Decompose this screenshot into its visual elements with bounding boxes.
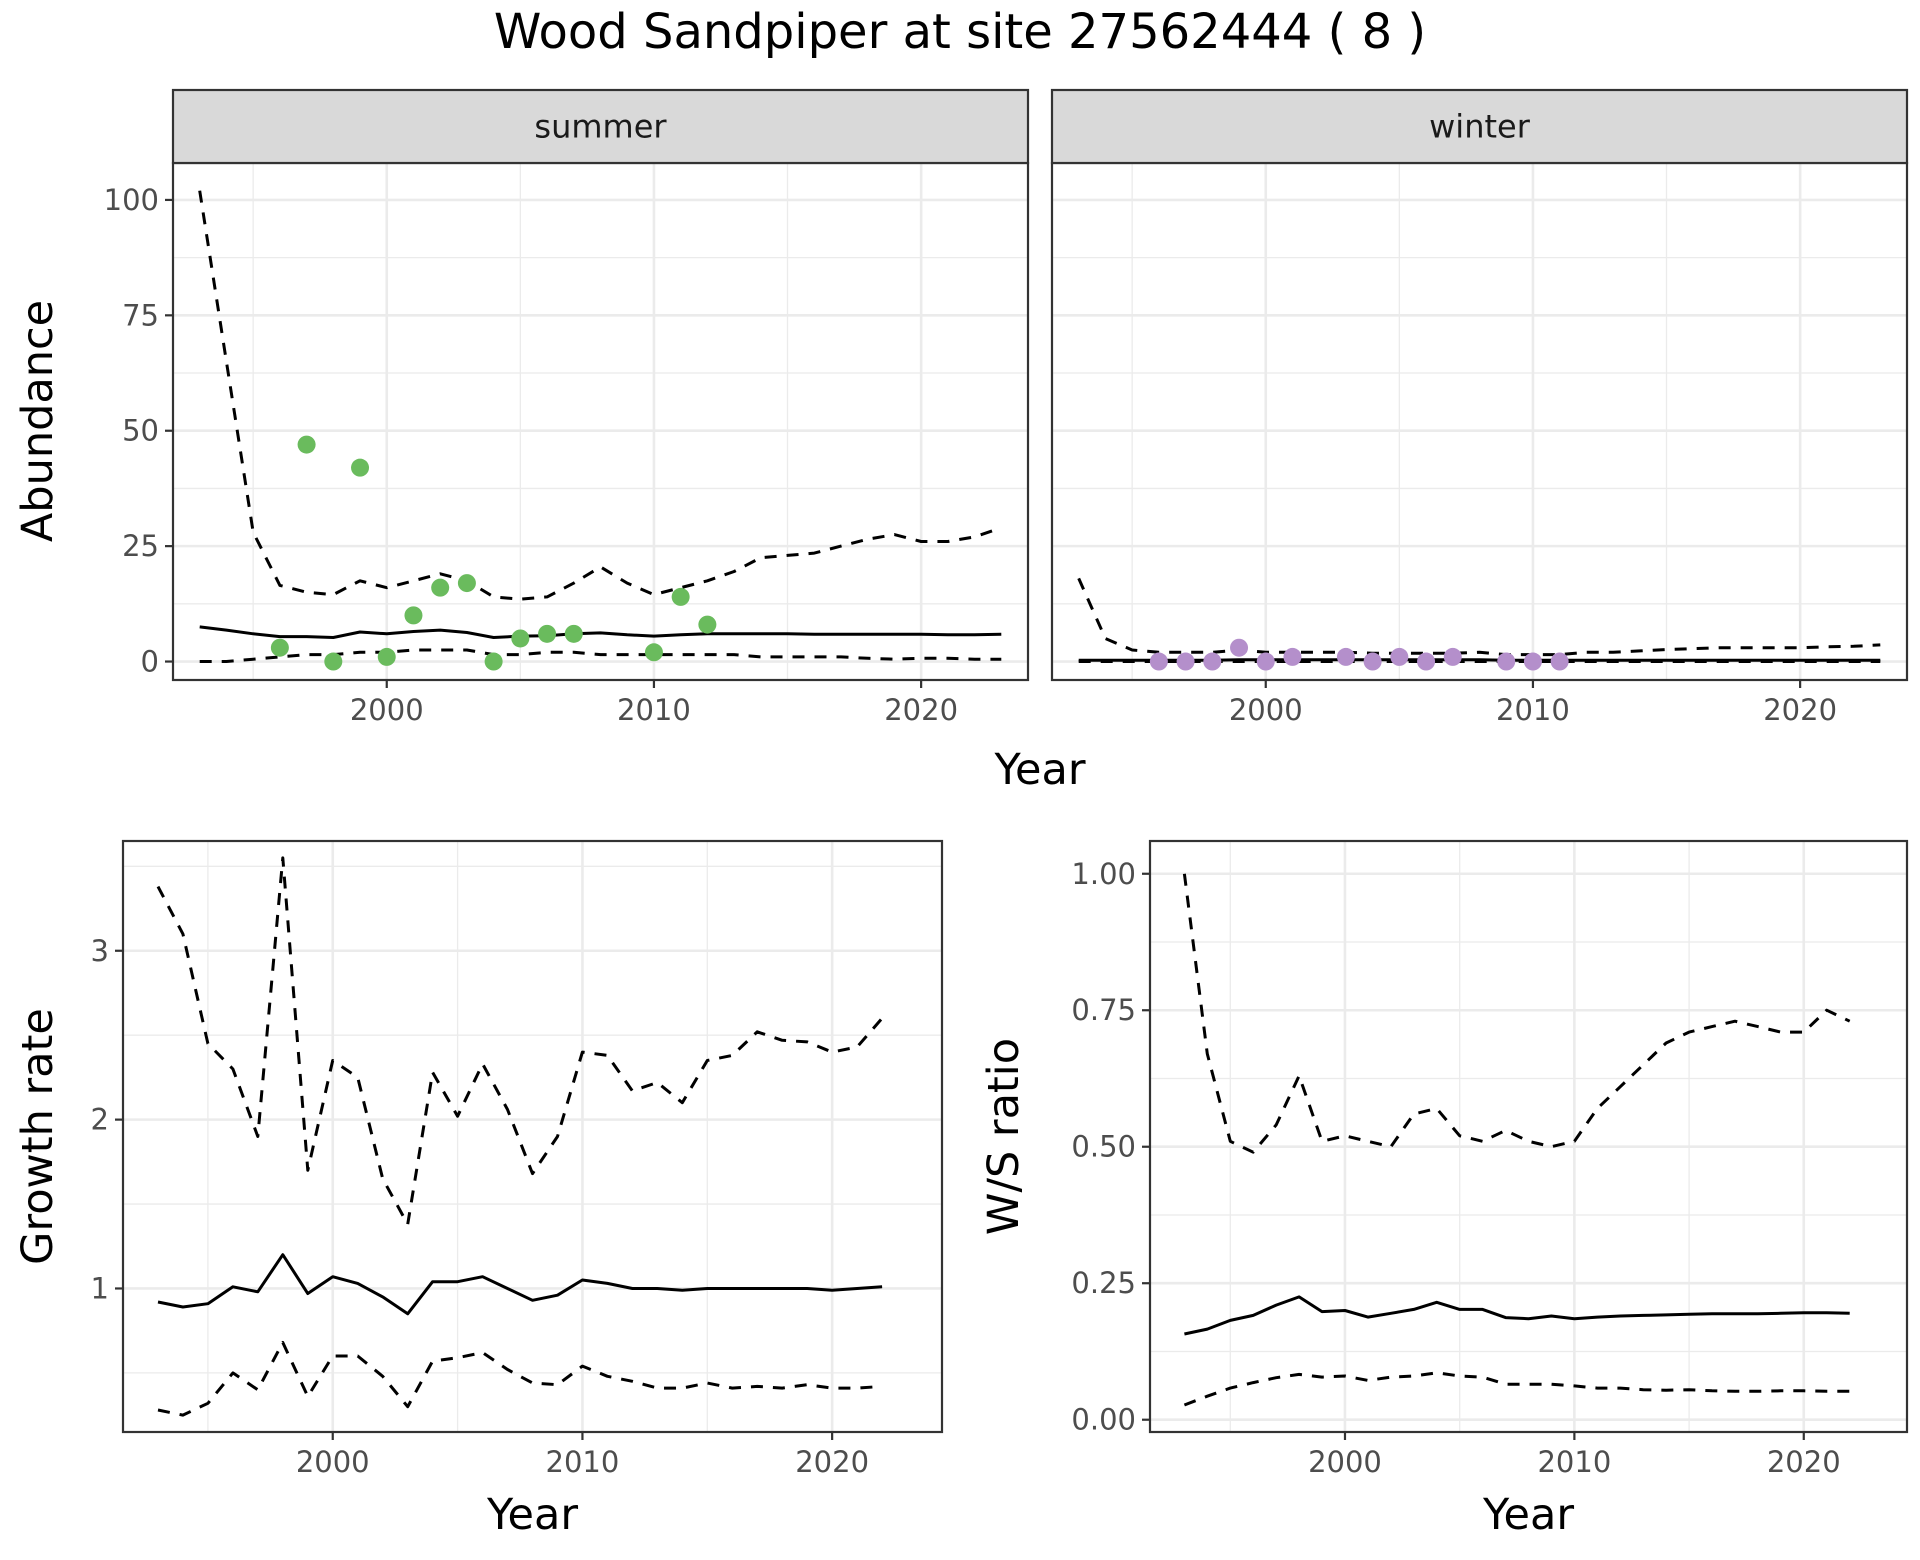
data-point (1230, 638, 1249, 657)
x-tick-label: 2000 (296, 1445, 370, 1479)
panel-winter: winter 2000 2010 2020 (1050, 88, 1909, 727)
series-line-lower-bound (157, 1341, 883, 1417)
x-tick-label: 2010 (1537, 1445, 1611, 1479)
x-tick-label: 2010 (1496, 693, 1570, 727)
y-tick-label: 75 (122, 298, 159, 332)
data-point (1149, 652, 1168, 671)
panel-border (121, 839, 944, 1434)
top-y-axis-title: Abundance (13, 300, 63, 542)
panel-ws-ratio: 2000 2010 2020 0.00 0.25 0.50 0.75 1.00 Year W/S … (979, 839, 1909, 1540)
series-line-upper-bound (156, 856, 884, 1226)
data-point (484, 652, 503, 671)
series-line-upper-bound (1182, 873, 1851, 1154)
grid (1150, 841, 1907, 1432)
data-point (538, 624, 557, 643)
figure-title: Wood Sandpiper at site 27562444 ( 8 ) (494, 4, 1426, 60)
data-point (404, 606, 423, 625)
series-line-lower-bound (1183, 1371, 1850, 1407)
y-axis-title: Growth rate (13, 1008, 63, 1265)
data-point (1417, 652, 1436, 671)
data-point (270, 638, 289, 657)
facet-strip (171, 88, 1030, 165)
x-tick-label: 2020 (1763, 693, 1837, 727)
y-tick-label: 0.50 (1071, 1130, 1136, 1164)
data-point (457, 574, 476, 593)
y-tick-label: 0.25 (1071, 1266, 1136, 1300)
top-x-axis-title: Year (993, 745, 1085, 795)
data-point (1203, 652, 1222, 671)
data-point (1550, 652, 1569, 671)
data-point (1336, 647, 1355, 666)
y-tick-label: 25 (122, 529, 159, 563)
panel-growth-rate: 2000 2010 2020 1 2 3 Year Growth rate (13, 839, 944, 1540)
x-tick-label: 2000 (1308, 1445, 1382, 1479)
series-line-estimate (199, 625, 1002, 639)
x-tick-label: 2020 (884, 693, 958, 727)
x-axis-title: Year (1482, 1490, 1574, 1540)
data-point (1363, 652, 1382, 671)
x-tick-label: 2020 (795, 1445, 869, 1479)
data-point (351, 458, 370, 477)
y-axis-title: W/S ratio (979, 1038, 1029, 1235)
facet-strip-label: winter (1429, 108, 1531, 146)
plot-background (1150, 841, 1907, 1432)
y-tick-label: 50 (122, 414, 159, 448)
x-tick-label: 2010 (617, 693, 691, 727)
data-point (324, 652, 343, 671)
facet-strip (1050, 88, 1909, 165)
grid (173, 163, 1028, 680)
data-point (377, 647, 396, 666)
plot-background (123, 841, 942, 1432)
data-point (1523, 652, 1542, 671)
y-tick-label: 0 (141, 645, 159, 679)
panel-border (1148, 839, 1909, 1434)
y-tick-label: 100 (104, 183, 159, 217)
series-line-estimate (157, 1253, 883, 1316)
data-point (431, 578, 450, 597)
data-point (698, 615, 717, 634)
plot-background (1052, 163, 1907, 680)
data-point (564, 624, 583, 643)
y-tick-label: 0.00 (1071, 1403, 1136, 1437)
y-tick-label: 1.00 (1071, 857, 1136, 891)
data-point (1443, 647, 1462, 666)
y-tick-label: 0.75 (1071, 993, 1136, 1027)
data-point (1390, 647, 1409, 666)
x-tick-label: 2020 (1767, 1445, 1841, 1479)
y-tick-label: 3 (91, 934, 109, 968)
data-point (1176, 652, 1195, 671)
series-line-upper-bound (1077, 577, 1881, 657)
x-tick-label: 2010 (546, 1445, 620, 1479)
x-tick-label: 2000 (350, 693, 424, 727)
y-tick-label: 1 (91, 1271, 109, 1305)
facet-strip-label: summer (534, 108, 667, 146)
data-point (1283, 647, 1302, 666)
plot-background (173, 163, 1028, 680)
data-point (644, 643, 663, 662)
panel-summer: summer 2000 2010 2020 0 25 50 75 100 (104, 88, 1030, 727)
data-point (297, 435, 316, 454)
data-point (1256, 652, 1275, 671)
data-point (671, 587, 690, 606)
data-point (1497, 652, 1516, 671)
series-line-estimate (1184, 1295, 1850, 1336)
data-point (511, 629, 530, 648)
y-tick-label: 2 (91, 1103, 109, 1137)
x-tick-label: 2000 (1229, 693, 1303, 727)
x-axis-title: Year (486, 1490, 578, 1540)
